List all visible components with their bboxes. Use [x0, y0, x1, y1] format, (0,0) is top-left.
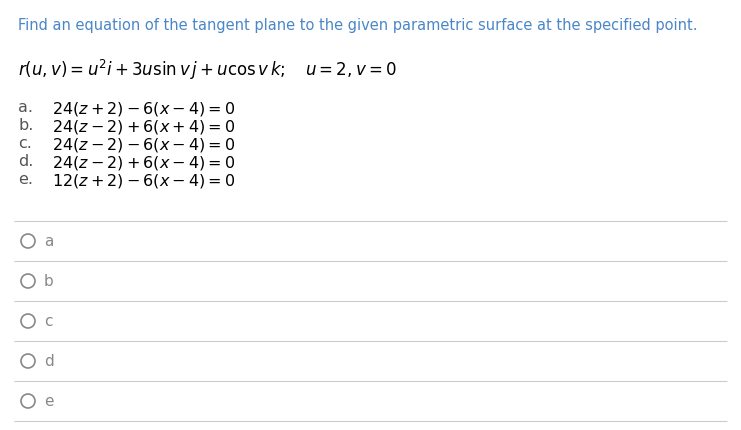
Text: Find an equation of the tangent plane to the given parametric surface at the spe: Find an equation of the tangent plane to… — [18, 18, 697, 33]
Text: $12(z+2)-6(x-4)=0$: $12(z+2)-6(x-4)=0$ — [52, 172, 236, 190]
Text: a.: a. — [18, 100, 33, 115]
Text: e: e — [44, 393, 53, 408]
Text: c.: c. — [18, 136, 32, 150]
Text: e.: e. — [18, 172, 33, 187]
Text: d.: d. — [18, 154, 33, 169]
Text: b.: b. — [18, 118, 33, 133]
Text: d: d — [44, 354, 54, 369]
Text: b: b — [44, 274, 54, 289]
Text: c: c — [44, 314, 53, 329]
Text: $24(z-2)+6(x-4)=0$: $24(z-2)+6(x-4)=0$ — [52, 154, 236, 172]
Text: $24(z-2)+6(x+4)=0$: $24(z-2)+6(x+4)=0$ — [52, 118, 236, 136]
Text: $r(u,v)=u^{2}i+3u\mathrm{sin}\,v\,j+u\mathrm{cos}\,v\,k;$$\quad u=2,v=0$: $r(u,v)=u^{2}i+3u\mathrm{sin}\,v\,j+u\ma… — [18, 58, 396, 82]
Text: $24(z+2)-6(x-4)=0$: $24(z+2)-6(x-4)=0$ — [52, 100, 236, 118]
Text: $24(z-2)-6(x-4)=0$: $24(z-2)-6(x-4)=0$ — [52, 136, 236, 154]
Text: a: a — [44, 234, 53, 249]
